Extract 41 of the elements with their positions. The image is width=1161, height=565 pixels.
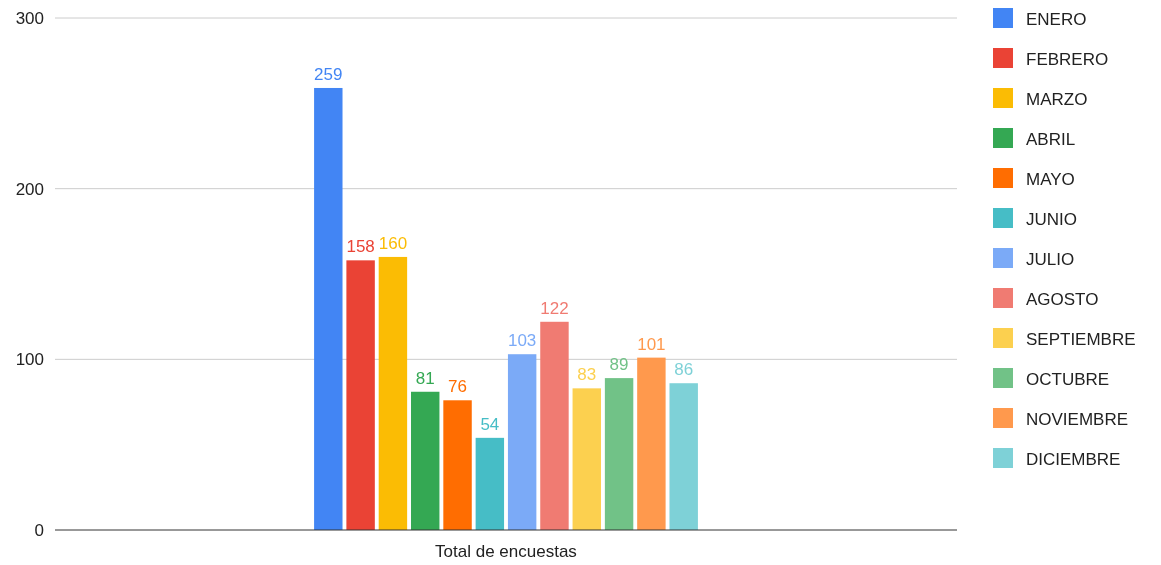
- data-label: 86: [674, 360, 694, 380]
- legend-label: MARZO: [1026, 90, 1088, 109]
- data-label: 101: [637, 334, 666, 354]
- legend-label: JUNIO: [1026, 210, 1077, 229]
- legend-label: ENERO: [1026, 10, 1087, 29]
- bar: [604, 378, 634, 530]
- data-label: 54: [480, 414, 500, 434]
- legend-label: SEPTIEMBRE: [1026, 330, 1136, 349]
- legend-label: JULIO: [1026, 250, 1075, 269]
- bar: [637, 357, 666, 530]
- data-label: 83: [577, 365, 597, 385]
- y-tick-label: 0: [34, 521, 44, 540]
- data-label: 158: [346, 237, 375, 257]
- data-label: 160: [378, 233, 408, 253]
- bar: [572, 388, 601, 530]
- legend-label: NOVIEMBRE: [1026, 410, 1129, 429]
- data-label: 76: [448, 377, 467, 397]
- bar: [346, 260, 375, 530]
- bar: [507, 354, 537, 530]
- legend-label: MAYO: [1026, 170, 1075, 189]
- data-label: 103: [507, 331, 537, 351]
- bar: [314, 87, 343, 530]
- legend-label: DICIEMBRE: [1026, 450, 1121, 469]
- data-label: 259: [314, 64, 343, 84]
- data-label: 89: [609, 355, 629, 375]
- bar: [411, 391, 440, 530]
- legend-label: AGOSTO: [1026, 290, 1099, 309]
- legend-label: OCTUBRE: [1026, 370, 1110, 389]
- legend-label: ABRIL: [1026, 130, 1076, 149]
- x-tick-label: Total de encuestas: [435, 542, 577, 561]
- bar: [378, 256, 408, 530]
- bar: [475, 437, 505, 530]
- bar: [669, 383, 698, 530]
- y-tick-label: 100: [15, 350, 44, 370]
- y-tick-label: 300: [15, 9, 44, 28]
- data-label: 81: [415, 368, 435, 388]
- bar: [443, 400, 472, 530]
- y-tick-label: 200: [15, 179, 44, 199]
- bar: [540, 321, 569, 530]
- legend-label: FEBRERO: [1026, 50, 1109, 69]
- data-label: 122: [540, 298, 569, 318]
